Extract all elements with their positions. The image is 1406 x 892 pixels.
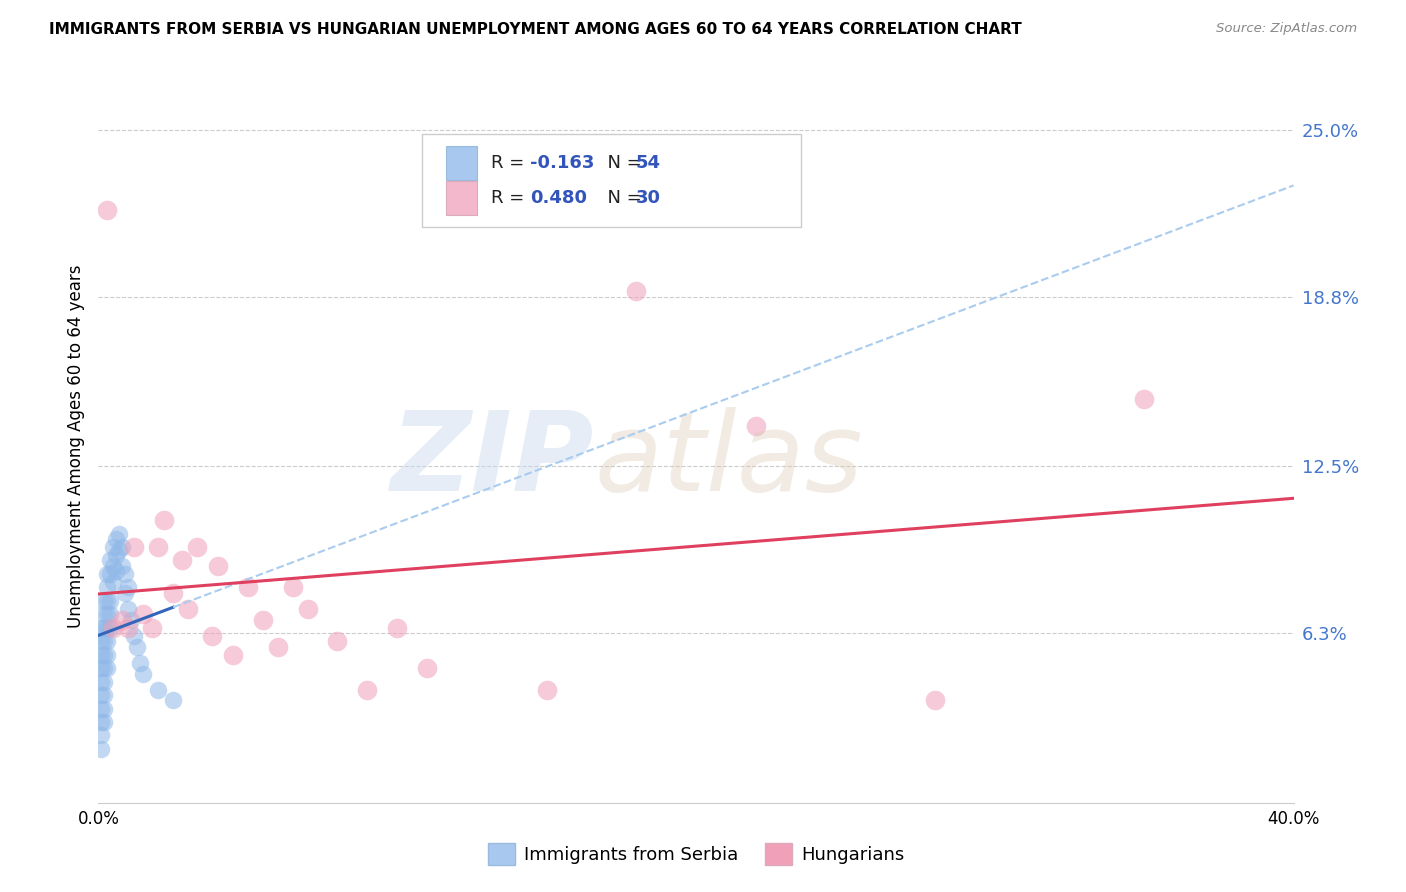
Point — [98, 566, 122, 581]
Point — [127, 640, 149, 654]
Point — [96, 634, 118, 648]
Legend: Immigrants from Serbia, Hungarians: Immigrants from Serbia, Hungarians — [481, 836, 911, 872]
Point — [96, 661, 118, 675]
Point — [385, 621, 409, 635]
Point — [162, 586, 184, 600]
Point — [148, 682, 170, 697]
Point — [297, 602, 319, 616]
Point — [90, 714, 112, 729]
Point — [267, 640, 290, 654]
Point — [252, 613, 274, 627]
Point — [148, 540, 170, 554]
Point — [93, 621, 115, 635]
Point — [98, 607, 122, 622]
Point — [201, 629, 224, 643]
Point — [98, 553, 122, 567]
Point — [124, 540, 146, 554]
Text: 30: 30 — [636, 189, 661, 207]
Point — [93, 607, 115, 622]
Point — [745, 418, 768, 433]
Point — [90, 688, 112, 702]
Point — [132, 666, 155, 681]
Point — [90, 621, 112, 635]
Point — [105, 548, 128, 562]
Point — [326, 634, 349, 648]
Point — [93, 714, 115, 729]
Text: atlas: atlas — [595, 407, 863, 514]
Text: IMMIGRANTS FROM SERBIA VS HUNGARIAN UNEMPLOYMENT AMONG AGES 60 TO 64 YEARS CORRE: IMMIGRANTS FROM SERBIA VS HUNGARIAN UNEM… — [49, 22, 1022, 37]
Point — [114, 566, 136, 581]
Point — [108, 542, 131, 557]
Point — [416, 661, 439, 675]
Point — [90, 634, 112, 648]
Point — [98, 621, 122, 635]
Point — [536, 682, 558, 697]
Point — [90, 648, 112, 662]
Text: 54: 54 — [636, 154, 661, 172]
Point — [96, 566, 118, 581]
Point — [626, 284, 648, 298]
Point — [111, 558, 134, 573]
Point — [124, 629, 146, 643]
Text: ZIP: ZIP — [391, 407, 595, 514]
Point — [90, 729, 112, 743]
Text: R =: R = — [491, 154, 530, 172]
Point — [172, 553, 194, 567]
Point — [90, 674, 112, 689]
Text: R =: R = — [491, 189, 530, 207]
Point — [186, 540, 208, 554]
Point — [207, 558, 229, 573]
Point — [281, 580, 304, 594]
Point — [162, 693, 184, 707]
Point — [108, 526, 131, 541]
Point — [96, 594, 118, 608]
Point — [90, 661, 112, 675]
Point — [93, 661, 115, 675]
Point — [356, 682, 378, 697]
Point — [96, 580, 118, 594]
Point — [132, 607, 155, 622]
Point — [114, 586, 136, 600]
Point — [103, 558, 125, 573]
Point — [105, 532, 128, 546]
Point — [222, 648, 245, 662]
Point — [153, 513, 176, 527]
Point — [105, 564, 128, 578]
Point — [141, 621, 163, 635]
Point — [93, 594, 115, 608]
Point — [93, 701, 115, 715]
Point — [103, 540, 125, 554]
Point — [103, 574, 125, 589]
Text: N =: N = — [596, 189, 648, 207]
Point — [96, 607, 118, 622]
Point — [117, 602, 139, 616]
Point — [96, 203, 118, 218]
Point — [177, 602, 200, 616]
Point — [93, 674, 115, 689]
Point — [117, 621, 139, 635]
Point — [120, 613, 142, 627]
Point — [90, 742, 112, 756]
Point — [111, 613, 134, 627]
Text: N =: N = — [596, 154, 648, 172]
Point — [129, 656, 152, 670]
Point — [93, 634, 115, 648]
Text: Source: ZipAtlas.com: Source: ZipAtlas.com — [1216, 22, 1357, 36]
Point — [98, 594, 122, 608]
Point — [924, 693, 946, 707]
Point — [93, 648, 115, 662]
Point — [117, 580, 139, 594]
Point — [96, 621, 118, 635]
Point — [103, 621, 125, 635]
Point — [1133, 392, 1156, 406]
Y-axis label: Unemployment Among Ages 60 to 64 years: Unemployment Among Ages 60 to 64 years — [66, 264, 84, 628]
Text: -0.163: -0.163 — [530, 154, 595, 172]
Text: 0.480: 0.480 — [530, 189, 588, 207]
Point — [90, 701, 112, 715]
Point — [96, 648, 118, 662]
Point — [111, 540, 134, 554]
Point — [236, 580, 259, 594]
Point — [93, 688, 115, 702]
